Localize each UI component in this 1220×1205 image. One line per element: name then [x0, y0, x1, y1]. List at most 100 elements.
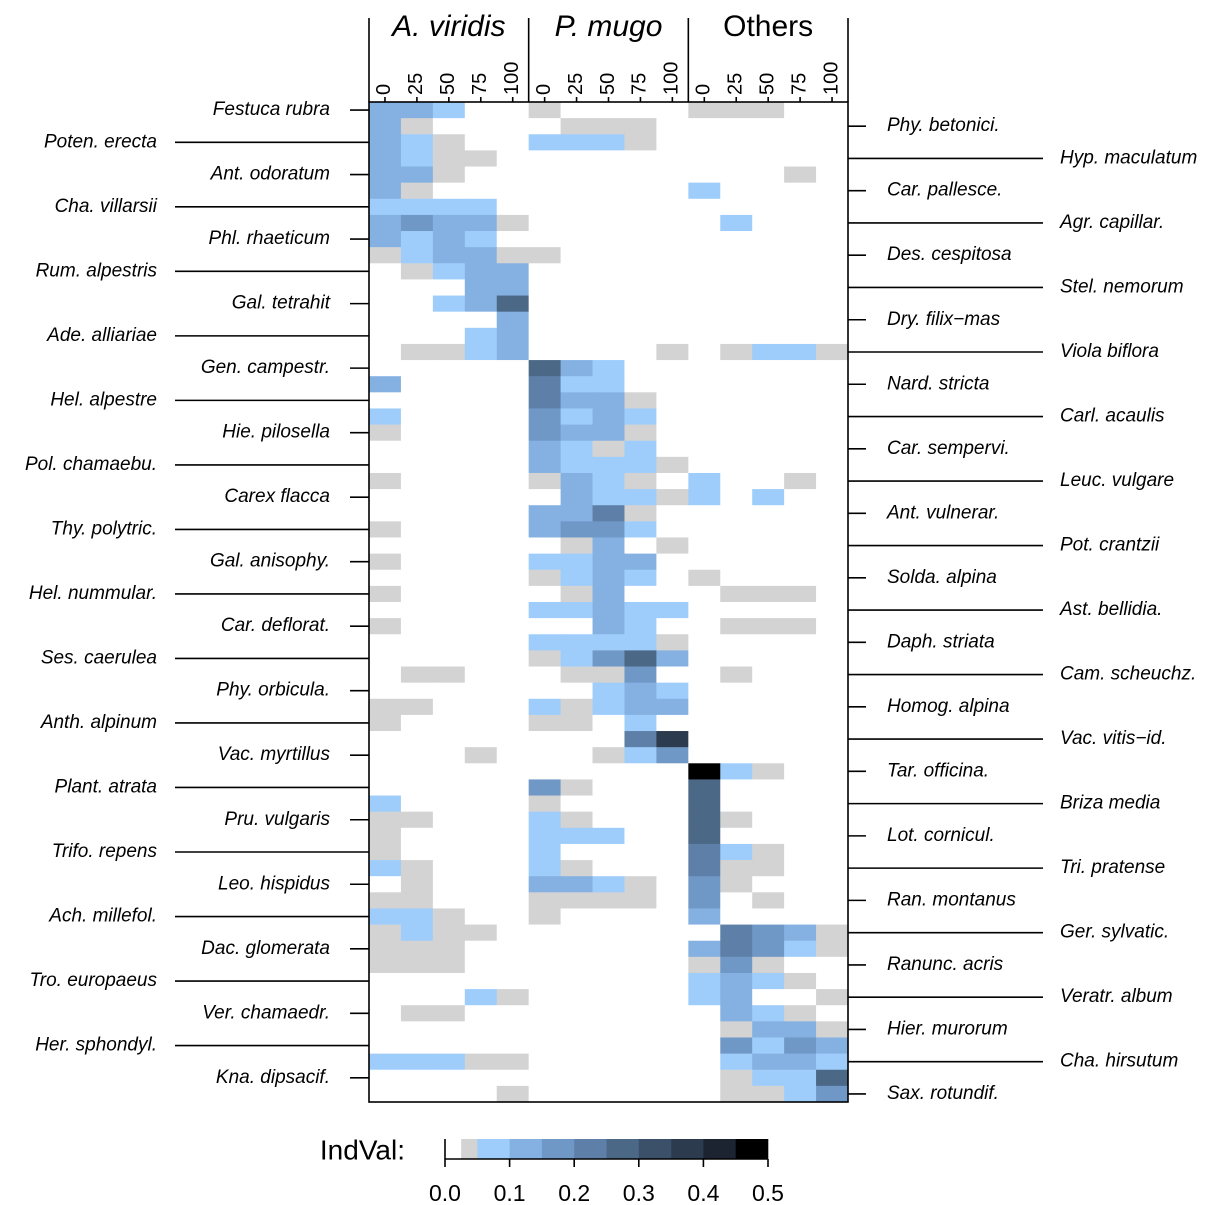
heat-cell [752, 489, 785, 506]
heat-cell [816, 585, 849, 603]
heat-cell [496, 1021, 530, 1038]
heat-cell [592, 360, 625, 377]
heat-cell [400, 360, 434, 377]
heat-cell [720, 827, 753, 845]
heat-cell [624, 989, 657, 1006]
heat-cell [432, 876, 466, 893]
heat-cell [688, 795, 721, 813]
row-label: Nard. stricta [887, 373, 989, 394]
heat-cell [400, 118, 434, 135]
heat-cell [784, 569, 817, 587]
heat-cell [400, 247, 434, 264]
heat-cell [624, 247, 657, 264]
heat-cell [592, 505, 625, 522]
heat-cell [720, 247, 753, 264]
heat-cell [560, 714, 593, 732]
heat-cell [496, 714, 530, 732]
heat-cell [592, 182, 625, 200]
heat-cell [720, 908, 753, 925]
heat-cell [592, 150, 625, 167]
heat-cell [496, 908, 530, 925]
heat-cell [369, 311, 402, 329]
heat-cell [560, 698, 593, 716]
legend-swatch [735, 1139, 769, 1159]
heat-cell [656, 231, 689, 248]
heat-cell [816, 1085, 849, 1103]
heat-cell [464, 618, 498, 635]
heat-cell [432, 198, 466, 216]
heat-cell [720, 1037, 753, 1055]
heat-cell [688, 537, 721, 555]
heat-cell [432, 472, 466, 490]
heat-cell [784, 392, 817, 409]
row-label: Dry. filix−mas [887, 309, 1001, 330]
heat-cell [464, 634, 498, 651]
heat-cell [720, 440, 753, 458]
heat-cell [464, 456, 498, 474]
heat-cell [496, 795, 530, 813]
heat-cell [720, 118, 753, 135]
column-label: 75 [629, 73, 651, 95]
heat-cell [592, 1069, 625, 1087]
heat-cell [560, 650, 593, 667]
heat-cell [720, 876, 753, 893]
heat-cell [816, 247, 849, 264]
heat-cell [464, 956, 498, 974]
heat-cell [784, 1005, 817, 1022]
heat-cell [816, 827, 849, 845]
heat-cell [592, 827, 625, 845]
heat-cell [624, 972, 657, 990]
heat-cell [816, 424, 849, 442]
heat-cell [816, 134, 849, 151]
heat-cell [688, 408, 721, 425]
heat-cell [784, 456, 817, 474]
heat-cell [816, 698, 849, 716]
heat-cell [560, 456, 593, 474]
heat-cell [656, 166, 689, 184]
heat-cell [528, 731, 561, 748]
heat-cell [752, 247, 785, 264]
row-label: Hel. alpestre [50, 389, 157, 410]
heat-cell [752, 311, 785, 329]
heat-cell [752, 956, 785, 974]
heat-cell [784, 408, 817, 425]
heat-cell [752, 940, 785, 958]
heat-cell [592, 327, 625, 345]
heat-cell [496, 376, 530, 393]
heat-cell [784, 537, 817, 555]
heat-cell [369, 682, 402, 700]
heat-cell [528, 521, 561, 538]
heat-cell [816, 892, 849, 909]
legend-tick-label: 0.4 [687, 1180, 719, 1205]
heat-cell [496, 343, 530, 361]
heat-cell [528, 650, 561, 667]
heat-cell [784, 602, 817, 619]
heat-cell [592, 376, 625, 393]
heat-cell [528, 602, 561, 619]
row-label: Vac. vitis−id. [1060, 728, 1166, 749]
heat-cell [720, 602, 753, 619]
heat-cell [656, 247, 689, 264]
row-label: Hier. murorum [887, 1018, 1008, 1039]
heat-cell [816, 940, 849, 958]
heat-cell [400, 279, 434, 296]
heat-cell [816, 972, 849, 990]
heat-cell [656, 908, 689, 925]
heat-cell [592, 247, 625, 264]
heat-cell [624, 1037, 657, 1055]
heat-cell [816, 989, 849, 1006]
heat-cell [496, 424, 530, 442]
heat-cell [400, 182, 434, 200]
heat-cell [624, 1085, 657, 1103]
heat-cell [784, 247, 817, 264]
heat-cell [688, 956, 721, 974]
heat-cell [496, 779, 530, 796]
heat-cell [496, 1085, 530, 1103]
legend-tick-label: 0.2 [558, 1180, 590, 1205]
heat-cell [624, 1053, 657, 1071]
heat-cell [720, 956, 753, 974]
heat-cell [656, 182, 689, 200]
heat-cell [720, 553, 753, 571]
heat-cell [369, 392, 402, 409]
heat-cell [369, 279, 402, 296]
